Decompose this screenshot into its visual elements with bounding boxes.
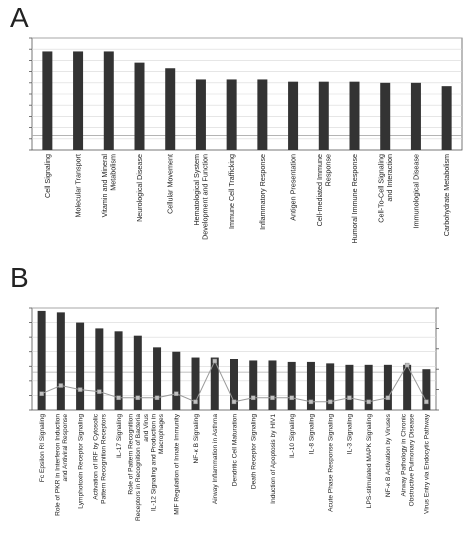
- x-tick-label: Lymphotoxin Receptor Signaling: [77, 414, 84, 509]
- ratio-marker: [212, 358, 218, 364]
- x-tick-label: Humoral Immune Response: [350, 154, 359, 243]
- bar: [134, 62, 145, 150]
- x-tick-label: Acute Phase Response Signaling: [327, 414, 334, 512]
- ratio-marker: [289, 395, 294, 401]
- bar: [133, 335, 142, 410]
- bar: [403, 364, 412, 410]
- bar: [257, 79, 268, 150]
- x-tick-label: Immune Cell Trafficking: [227, 154, 236, 229]
- x-tick-label: Virus Entry via Endocytic Pathway: [424, 413, 431, 514]
- bar: [103, 51, 114, 150]
- bar: [318, 81, 329, 150]
- x-tick-label: Induction of Apoptosis by HIV1: [270, 414, 277, 504]
- ratio-marker: [424, 399, 429, 405]
- x-tick-label: IL-8 Signaling: [308, 414, 315, 455]
- panel-b-label: B: [10, 262, 29, 293]
- x-tick-label: IL-12 Signaling and Production inMacroph…: [150, 413, 165, 511]
- bar: [383, 364, 392, 410]
- x-tick-label: Neurological Disease: [135, 154, 144, 222]
- x-tick-label: Molecular Transport: [74, 154, 83, 218]
- bar: [73, 51, 84, 150]
- x-tick-label: Airway Pathology in ChronicObstructive P…: [401, 413, 416, 506]
- x-tick-label: Inflammatory Response: [258, 154, 267, 230]
- panel-a-label: A: [10, 2, 29, 33]
- x-tick-label: Dendritic Cell Maturation: [231, 414, 238, 487]
- bar: [441, 86, 452, 150]
- bar: [42, 51, 53, 150]
- bar: [76, 322, 85, 410]
- bar: [210, 357, 219, 410]
- x-tick-label: Death Receptor Signaling: [251, 414, 258, 489]
- bar: [95, 328, 104, 410]
- bar: [349, 81, 360, 150]
- x-tick-label: Immunological Disease: [411, 154, 420, 228]
- x-tick-label: IL-10 Signaling: [289, 414, 296, 458]
- ratio-marker: [327, 399, 333, 405]
- bar: [380, 82, 391, 150]
- bar: [410, 82, 421, 150]
- bar: [249, 360, 258, 410]
- ratio-marker: [366, 399, 371, 405]
- x-tick-label: Carbohydrate Metabolism: [442, 154, 451, 236]
- x-tick-label: Cell-mediated ImmuneResponse: [315, 154, 333, 226]
- ratio-marker: [116, 395, 121, 401]
- ratio-marker: [193, 399, 198, 405]
- ratio-marker: [308, 399, 314, 405]
- x-tick-label: NF-κ B Activation by Viruses: [385, 413, 392, 497]
- bar: [287, 361, 296, 410]
- ratio-marker: [270, 395, 275, 401]
- x-tick-label: Cell Signaling: [43, 154, 52, 198]
- x-tick-label: Fc Epsilon RI Signaling: [39, 414, 46, 483]
- bar: [56, 312, 65, 410]
- bar: [195, 79, 206, 150]
- bar: [345, 364, 354, 410]
- bar: [37, 310, 46, 410]
- x-tick-label: NF-κ B Signaling: [193, 414, 200, 464]
- ratio-marker: [174, 391, 179, 396]
- bar: [230, 359, 238, 410]
- x-tick-label: MIF Regulation of Innate Immunity: [174, 413, 181, 514]
- ratio-marker: [250, 395, 256, 401]
- x-tick-label: Activation of IRF by CytosolicPattern Re…: [93, 413, 108, 504]
- ratio-marker: [404, 362, 410, 368]
- ratio-marker: [58, 383, 64, 388]
- bar: [422, 369, 431, 410]
- bar: [114, 331, 123, 410]
- x-tick-label: Antigen Presentation: [289, 154, 298, 221]
- x-tick-label: Vitamin and MineralMetabolism: [100, 154, 118, 218]
- x-tick-label: Airway Inflammation in Asthma: [212, 414, 219, 504]
- ratio-marker: [135, 395, 141, 401]
- bar: [326, 363, 335, 410]
- bar: [191, 357, 200, 410]
- bar: [306, 361, 315, 410]
- bar: [364, 364, 373, 410]
- bar: [172, 351, 181, 410]
- x-tick-label: LPS-stimulated MAPK Signaling: [366, 414, 373, 509]
- ratio-marker: [347, 395, 352, 401]
- x-tick-label: Role of Pattern RecognitionReceptors in …: [127, 413, 150, 521]
- ratio-marker: [385, 395, 391, 401]
- ratio-marker: [231, 399, 237, 405]
- x-tick-label: IL-3 Signaling: [347, 414, 354, 455]
- bar: [268, 360, 277, 410]
- x-tick-label: Cell-To-Cell Signalingand Interaction: [376, 154, 394, 223]
- bar: [226, 79, 237, 150]
- x-tick-label: IL-17 Signaling: [116, 414, 123, 458]
- bar: [165, 68, 176, 150]
- ratio-marker: [97, 389, 102, 394]
- ratio-marker: [39, 391, 44, 396]
- bar: [288, 81, 299, 150]
- x-tick-label: Cellular Movement: [166, 154, 175, 214]
- x-tick-label: Role of PKR in Interferon Inductionand A…: [54, 414, 69, 516]
- bar: [153, 347, 162, 410]
- ratio-marker: [77, 387, 83, 392]
- x-tick-label: Hematological SystemDevelopment and Func…: [192, 154, 210, 240]
- ratio-marker: [154, 395, 160, 401]
